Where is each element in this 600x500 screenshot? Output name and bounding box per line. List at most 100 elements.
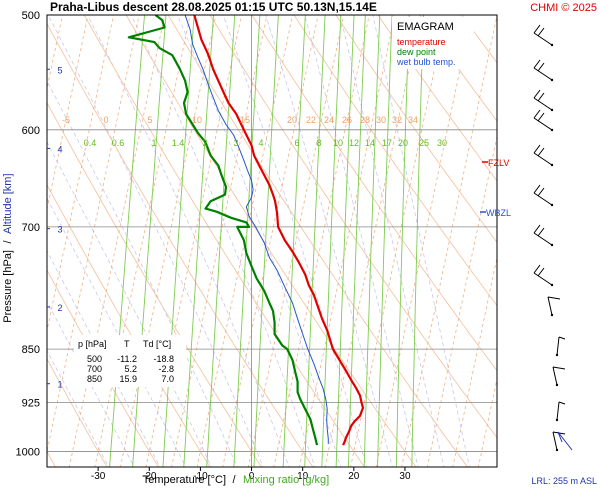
wind-barb [547, 296, 561, 317]
wind-barb [533, 144, 554, 167]
isotherm-line [324, 15, 421, 467]
wind-barb-flag [552, 366, 566, 370]
mixing-ratio-line [377, 15, 393, 467]
dry-adiabat-line [83, 15, 366, 467]
wind-barb-staff [557, 431, 563, 443]
isotherm-label: 28 [360, 115, 370, 125]
moist-adiabat-line [222, 15, 368, 467]
wind-barb-flag [533, 59, 541, 69]
dry-adiabat-line [251, 15, 497, 372]
wind-barb-flag [537, 112, 545, 122]
altitude-tick-label: 5 [57, 65, 62, 75]
y-axis-label-pressure: Pressure [hPa] [2, 250, 14, 323]
wind-barb [552, 366, 566, 387]
isotherm-line [477, 376, 497, 467]
dry-adiabat-line [461, 15, 497, 64]
wind-barb-flag [533, 264, 541, 274]
fzlv-marker: FZLV [482, 158, 509, 168]
mixing-ratio-line [253, 15, 279, 467]
wind-barb-staff [533, 152, 553, 166]
pressure-tick-label: 1000 [16, 446, 40, 458]
pressure-tick-label: 700 [22, 222, 40, 234]
table-header-p: p [hPa] [78, 339, 107, 349]
wind-barb-staff [533, 117, 553, 131]
wind-barb [533, 109, 554, 132]
moist-adiabat-line [176, 15, 342, 467]
wind-barb [533, 184, 554, 207]
table-cell-td: -2.8 [158, 364, 174, 374]
isotherm-labels: -5 0 5 10 15 20 22 24 26 28 30 32 34 [62, 115, 418, 125]
wind-barb [533, 24, 554, 47]
wind-barb-staff [557, 431, 573, 451]
mixing-ratio-line [282, 15, 306, 467]
mixing-ratio-label: 20 [398, 138, 408, 148]
altitude-tick-label: 2 [57, 303, 62, 313]
mixing-ratio-label: 0.4 [84, 138, 97, 148]
wind-barb-staff [552, 431, 558, 451]
wind-barb [555, 401, 566, 422]
isotherm-line [502, 0, 600, 476]
isotherm-line [273, 15, 370, 467]
moist-adiabat-line [265, 15, 393, 467]
wind-barb-staff [533, 32, 553, 46]
isotherm-line [171, 15, 268, 467]
mixing-ratio-line [162, 15, 195, 467]
wind-barb-staff [556, 401, 560, 421]
x-axis-ticks: -30 -20 -10 0 10 20 30 [91, 467, 411, 482]
x-tick-label: 20 [348, 471, 360, 482]
wind-barb-flag [558, 401, 566, 405]
moist-adiabat-line [47, 141, 212, 467]
dew-point-line [127, 15, 319, 446]
dry-adiabat-line [377, 15, 497, 182]
dry-adiabat-line [335, 15, 497, 244]
wind-barb-flag [537, 227, 545, 237]
wind-barb-staff [533, 97, 553, 111]
mixing-ratio-labels: 0.4 0.6 1 1.4 2 3 4 6 8 10 12 14 17 20 25 30 [84, 138, 447, 148]
wind-barb-flag [533, 24, 541, 34]
mixing-ratio-label: 8 [316, 138, 321, 148]
mixing-ratio-label: 25 [419, 138, 429, 148]
temperature-line [193, 15, 365, 446]
mixing-ratio-line [132, 15, 167, 467]
x-tick-label: -30 [91, 471, 106, 482]
moist-adiabat-line [130, 15, 316, 467]
table-cell-t: 15.9 [119, 374, 137, 384]
altitude-tick-label: 4 [57, 144, 62, 154]
x-tick-label: 30 [399, 471, 411, 482]
mixing-ratio-label: 0.6 [112, 138, 125, 148]
dry-adiabat-line [419, 15, 497, 122]
moist-adiabat-line [47, 197, 187, 467]
wind-barb-flag [533, 144, 541, 154]
table-cell-t: -11.2 [117, 354, 137, 364]
mixing-ratio-line [304, 15, 326, 467]
isotherm-label: 20 [287, 115, 297, 125]
isotherm-line [196, 15, 293, 467]
wind-barb [533, 89, 554, 112]
table-cell-p: 700 [87, 364, 102, 374]
wind-barb-flag [537, 187, 545, 197]
mixing-ratio-line [363, 15, 381, 467]
isotherm-label: 5 [147, 115, 152, 125]
moist-adiabat-line [47, 349, 110, 467]
isotherm-line [0, 0, 17, 476]
pressure-tick-label: 925 [22, 397, 40, 409]
isotherm-label: 10 [192, 115, 202, 125]
x-tick-label: 0 [249, 471, 255, 482]
wind-barb-flag [537, 147, 545, 157]
isotherm-line [452, 255, 497, 467]
mixing-ratio-label: 1 [151, 138, 156, 148]
x-tick-label: 10 [297, 471, 309, 482]
wind-barb [533, 59, 554, 82]
legend-background [392, 17, 474, 69]
isotherm-label: 24 [324, 115, 334, 125]
wind-barb-flag [533, 89, 541, 99]
dry-adiabat-line [167, 15, 469, 467]
wind-barb-staff [533, 232, 553, 246]
legend-wet-bulb: wet bulb temp. [396, 57, 456, 67]
x-tick-label: -10 [193, 471, 208, 482]
wind-barbs [533, 24, 573, 452]
wind-barb-flag [547, 296, 561, 300]
altitude-tick-label: 3 [57, 225, 62, 235]
wind-barb-flag [537, 27, 545, 37]
isotherm-label: 32 [392, 115, 402, 125]
